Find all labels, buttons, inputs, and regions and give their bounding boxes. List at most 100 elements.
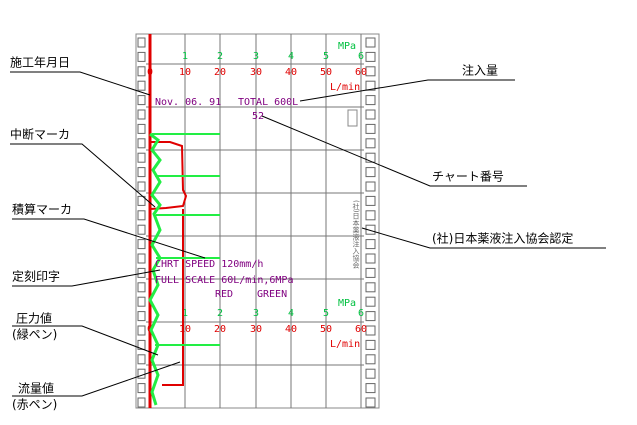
pressure-unit: MPa [338, 41, 356, 52]
label: チャート番号 [432, 170, 504, 184]
perforation [365, 80, 376, 91]
perforation [365, 167, 376, 178]
perforation [365, 354, 376, 365]
seal [347, 109, 358, 127]
leader [12, 361, 181, 397]
perforation [137, 354, 146, 365]
pressure-branches [152, 133, 220, 346]
perforation [137, 66, 146, 77]
perforation [137, 224, 146, 235]
perforation [137, 296, 146, 307]
flow-tick: 20 [214, 324, 226, 335]
printed-red: RED [215, 289, 233, 300]
leader [261, 115, 527, 187]
printed-full-scale: FULL SCALE 60L/min,6MPa [155, 275, 293, 286]
flow-trace [162, 209, 184, 386]
label: (赤ペン) [12, 398, 57, 412]
perforation [365, 152, 376, 163]
label: 施工年月日 [10, 56, 70, 70]
perforation [365, 311, 376, 322]
flow-tick: 60 [355, 324, 367, 335]
perforation [365, 224, 376, 235]
printed-green: GREEN [257, 289, 287, 300]
pressure-tick: 2 [217, 51, 223, 62]
flow-tick: 20 [214, 67, 226, 78]
perforation [365, 95, 376, 106]
perforation [365, 51, 376, 62]
perforation [365, 66, 376, 77]
pressure-tick: 3 [253, 51, 259, 62]
perforation [137, 325, 146, 336]
pressure-tick: 5 [323, 308, 329, 319]
perforation [137, 167, 146, 178]
perforation [365, 195, 376, 206]
perforation [137, 95, 146, 106]
perforation [137, 210, 146, 221]
pressure-tick: 4 [288, 51, 294, 62]
perforation [365, 296, 376, 307]
perforation [137, 109, 146, 120]
pressure-tick: 3 [253, 308, 259, 319]
perforation [137, 195, 146, 206]
perforation [365, 210, 376, 221]
label: (緑ペン) [12, 327, 57, 342]
perforation [365, 325, 376, 336]
perforation [137, 311, 146, 322]
perforation [137, 383, 146, 394]
perforation [365, 282, 376, 293]
label: 圧力値 [16, 311, 52, 326]
perforation [137, 123, 146, 134]
leader [12, 325, 159, 356]
flow-tick: 50 [320, 324, 332, 335]
label: 定刻印字 [12, 269, 60, 284]
leader [10, 143, 156, 208]
leader [10, 71, 151, 96]
label: 積算マーカ [12, 202, 72, 217]
pressure-tick: 1 [182, 308, 188, 319]
pressure-tick: 2 [217, 308, 223, 319]
perforation [365, 267, 376, 278]
label: 中断マーカ [10, 127, 70, 142]
flow-tick: 60 [355, 67, 367, 78]
perforation [365, 138, 376, 149]
perforation [137, 253, 146, 264]
perforation [365, 368, 376, 379]
printed-number: 52 [252, 111, 264, 122]
flow-unit: L/min [330, 339, 360, 350]
pressure-unit: MPa [338, 298, 356, 309]
perforation [137, 397, 146, 408]
perforation [365, 253, 376, 264]
label: 流量値 [18, 381, 54, 396]
perforation [365, 37, 376, 48]
flow-tick: 50 [320, 67, 332, 78]
flow-tick: 40 [285, 67, 297, 78]
perforation [365, 383, 376, 394]
perforation [365, 181, 376, 192]
printed-total: TOTAL 600L [238, 97, 298, 108]
label: (社)日本薬液注入協会認定 [432, 231, 573, 246]
perforation [137, 339, 146, 350]
pressure-tick: 5 [323, 51, 329, 62]
pressure-tick: 6 [358, 51, 364, 62]
flow-unit: L/min [330, 82, 360, 93]
perforation [137, 138, 146, 149]
leader [12, 218, 206, 259]
printed-speed: CHRT SPEED 120mm/h [155, 259, 263, 270]
perforation [365, 397, 376, 408]
perforation [137, 37, 146, 48]
vertical-print: (社)日本薬液注入協会 [352, 200, 360, 270]
leader [299, 79, 515, 102]
perforation [137, 80, 146, 91]
perforation [137, 239, 146, 250]
flow-trace [149, 141, 188, 210]
perforation [137, 152, 146, 163]
pressure-tick: 1 [182, 51, 188, 62]
printed-date: Nov. 06. 91 [155, 97, 221, 108]
flow-tick: 30 [250, 324, 262, 335]
leader [361, 227, 606, 249]
pressure-tick: 4 [288, 308, 294, 319]
perforation [365, 123, 376, 134]
perforation [365, 109, 376, 120]
label: 注入量 [462, 63, 498, 78]
